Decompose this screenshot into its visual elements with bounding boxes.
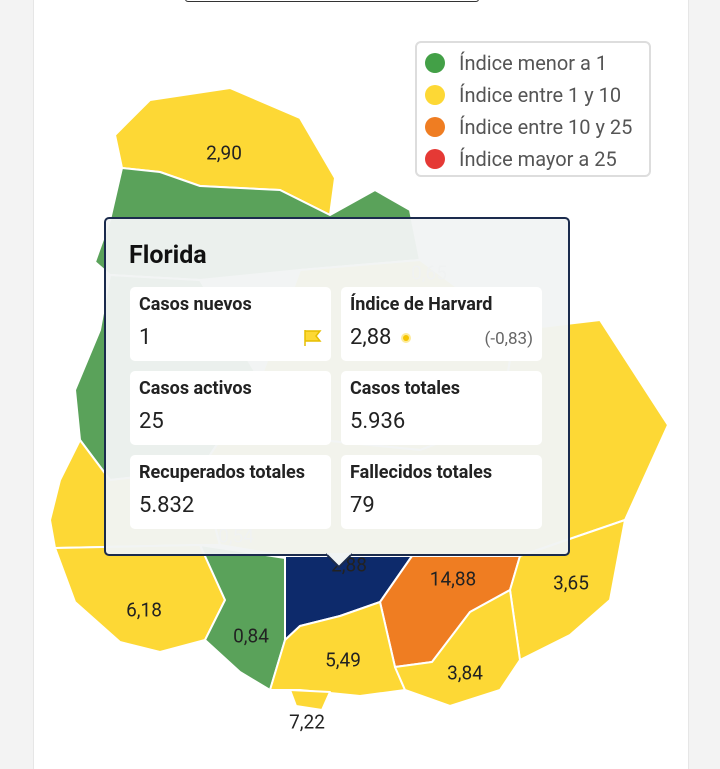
tooltip: Florida Casos nuevos 1 Índice de Harvard 2,… [104, 217, 570, 556]
cell-value: 5.832 [139, 493, 195, 518]
status-dot [403, 335, 409, 341]
cell-value: 79 [350, 493, 375, 518]
cell-value: 25 [139, 409, 164, 434]
region-label: 3,65 [553, 571, 589, 595]
legend-label: Índice entre 1 y 10 [459, 83, 622, 107]
region-label: 3,84 [447, 661, 483, 685]
cell-value: 1 [139, 325, 152, 350]
cell-value: 2,88 [350, 325, 392, 350]
cell-change: (-0,83) [484, 329, 533, 349]
tooltip-title: Florida [129, 241, 207, 270]
legend-label: Índice entre 10 y 25 [459, 115, 633, 139]
legend-dot [425, 85, 445, 105]
flag-icon [304, 330, 322, 346]
legend-dot [425, 149, 445, 169]
region-label: 14,88 [429, 567, 477, 591]
legend: Índice menor a 1 Índice entre 1 y 10 Índic… [415, 41, 651, 177]
legend-item[interactable]: Índice menor a 1 [425, 47, 607, 79]
info-cell: Recuperados totales 5.832 [130, 455, 331, 529]
info-cell: Casos activos 25 [130, 371, 331, 445]
info-cell: Casos nuevos 1 [130, 287, 331, 361]
region[interactable] [394, 589, 521, 707]
cell-value: 5.936 [350, 409, 406, 434]
cell-label: Casos totales [350, 378, 461, 399]
cell-label: Casos nuevos [139, 294, 252, 315]
info-cell: Casos totales 5.936 [341, 371, 542, 445]
region-label: 2,90 [206, 141, 242, 165]
region-label: 6,18 [126, 598, 162, 622]
legend-label: Índice mayor a 25 [459, 147, 617, 171]
info-cell: Índice de Harvard 2,88 (-0,83) [341, 287, 542, 361]
info-cell: Fallecidos totales 79 [341, 455, 542, 529]
legend-dot [425, 117, 445, 137]
tooltip-arrow [326, 553, 352, 569]
cell-label: Fallecidos totales [350, 462, 493, 483]
legend-item[interactable]: Índice mayor a 25 [425, 143, 617, 175]
region[interactable] [289, 689, 331, 711]
region-label: 7,22 [289, 710, 325, 734]
region-label: 0,84 [233, 624, 269, 648]
legend-item[interactable]: Índice entre 10 y 25 [425, 111, 632, 143]
legend-dot [425, 53, 445, 73]
cell-label: Recuperados totales [139, 462, 305, 483]
region-label: 5,49 [325, 648, 361, 672]
legend-item[interactable]: Índice entre 1 y 10 [425, 79, 621, 111]
cell-label: Índice de Harvard [350, 294, 493, 315]
legend-label: Índice menor a 1 [459, 51, 608, 75]
cell-label: Casos activos [139, 378, 252, 399]
